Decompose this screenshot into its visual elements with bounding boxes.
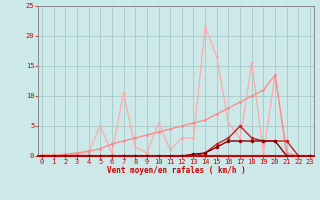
X-axis label: Vent moyen/en rafales ( km/h ): Vent moyen/en rafales ( km/h ) [107,166,245,175]
